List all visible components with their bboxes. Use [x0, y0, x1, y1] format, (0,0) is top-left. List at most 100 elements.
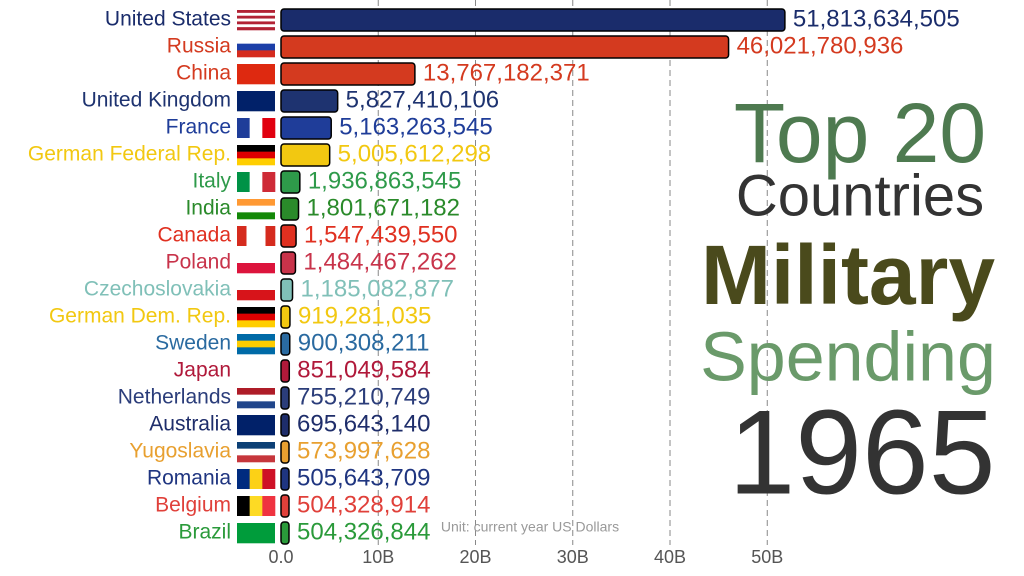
title-line: Military	[701, 228, 995, 322]
flag	[237, 388, 275, 409]
value-label: 1,547,439,550	[304, 221, 457, 248]
category-label: France	[166, 116, 231, 139]
flag	[237, 469, 276, 489]
flag	[237, 334, 275, 355]
flag-stripe	[237, 27, 275, 31]
flag-stripe	[237, 64, 275, 85]
category-label: Japan	[174, 359, 231, 382]
flag-stripe	[246, 226, 257, 246]
value-label: 51,813,634,505	[793, 5, 960, 32]
flag-stripe	[237, 394, 275, 402]
flag	[237, 10, 275, 31]
category-label: Brazil	[178, 521, 231, 544]
flag	[237, 442, 275, 463]
category-label: German Dem. Rep.	[49, 305, 231, 328]
flag-stripe	[237, 334, 275, 341]
flag-stripe	[237, 212, 275, 220]
title-line: Top 20	[734, 86, 986, 180]
bar	[280, 467, 290, 491]
value-label: 851,049,584	[297, 356, 430, 383]
year-label: 1965	[729, 386, 996, 520]
category-label: German Federal Rep.	[28, 143, 231, 166]
flag-stripe	[237, 199, 275, 206]
category-label: Canada	[157, 224, 231, 247]
bar	[280, 413, 290, 437]
flag-stripe	[237, 263, 275, 274]
category-label: Poland	[166, 251, 231, 274]
flag-stripe	[237, 15, 275, 19]
flag-stripe	[237, 37, 275, 44]
flag-stripe	[237, 401, 275, 409]
flag-stripe	[237, 469, 250, 489]
x-tick-label: 10B	[362, 547, 394, 567]
x-tick-label: 20B	[459, 547, 491, 567]
value-label: 573,997,628	[297, 437, 430, 464]
value-label: 1,185,082,877	[301, 275, 454, 302]
value-label: 755,210,749	[297, 383, 430, 410]
flag-stripe	[237, 361, 275, 382]
flag-stripe	[237, 118, 250, 138]
title-line: Countries	[736, 163, 984, 228]
flag-stripe	[237, 280, 275, 291]
category-label: Russia	[167, 35, 232, 58]
value-label: 900,308,211	[298, 329, 430, 356]
flag-stripe	[237, 442, 275, 449]
category-label: Yugoslavia	[129, 440, 231, 463]
bar	[280, 251, 297, 275]
value-label: 919,281,035	[298, 302, 431, 329]
value-label: 46,021,780,936	[737, 32, 904, 59]
flag-stripe	[237, 313, 275, 321]
flag-stripe	[249, 496, 263, 516]
category-label: Belgium	[155, 494, 231, 517]
bar	[280, 521, 290, 545]
flag-stripe	[256, 226, 266, 246]
flag-stripe	[237, 307, 275, 314]
value-label: 695,643,140	[297, 410, 430, 437]
bar	[280, 278, 294, 302]
flag-stripe	[237, 145, 275, 152]
bar	[280, 8, 786, 32]
flag-stripe	[262, 469, 276, 489]
flag-stripe	[237, 50, 275, 58]
bar	[280, 359, 291, 383]
flag-stripe	[249, 118, 263, 138]
flag	[237, 91, 275, 112]
value-label: 1,484,467,262	[303, 248, 456, 275]
bar	[280, 197, 300, 221]
x-tick-label: 0.0	[268, 547, 293, 567]
category-label: China	[176, 62, 231, 85]
bar	[280, 332, 291, 356]
flag	[237, 37, 275, 58]
flag	[237, 280, 275, 301]
x-tick-label: 30B	[557, 547, 589, 567]
flag-stripe	[237, 290, 275, 301]
bar	[280, 440, 290, 464]
flag-stripe	[237, 205, 275, 213]
bar	[280, 116, 332, 140]
category-label: Netherlands	[118, 386, 231, 409]
category-label: India	[185, 197, 231, 220]
flag-stripe	[237, 448, 275, 456]
flag	[237, 253, 275, 274]
bar	[280, 143, 331, 167]
flag	[237, 145, 275, 166]
flag-stripe	[265, 226, 276, 246]
flag-stripe	[249, 172, 263, 192]
bar	[280, 224, 297, 248]
value-label: 504,326,844	[297, 518, 430, 545]
flag-stripe	[237, 388, 275, 395]
flag-stripe	[237, 18, 275, 22]
x-tick-label: 40B	[654, 547, 686, 567]
flag-stripe	[237, 24, 275, 28]
category-label: Sweden	[155, 332, 231, 355]
flag-stripe	[237, 347, 275, 355]
category-label: Czechoslovakia	[84, 278, 231, 301]
flag-stripe	[262, 496, 276, 516]
x-tick-label: 50B	[751, 547, 783, 567]
bar	[280, 35, 730, 59]
flag-stripe	[237, 415, 275, 436]
flag	[237, 307, 275, 328]
flag-stripe	[237, 91, 275, 112]
flag-stripe	[237, 253, 275, 264]
flag	[237, 496, 276, 516]
